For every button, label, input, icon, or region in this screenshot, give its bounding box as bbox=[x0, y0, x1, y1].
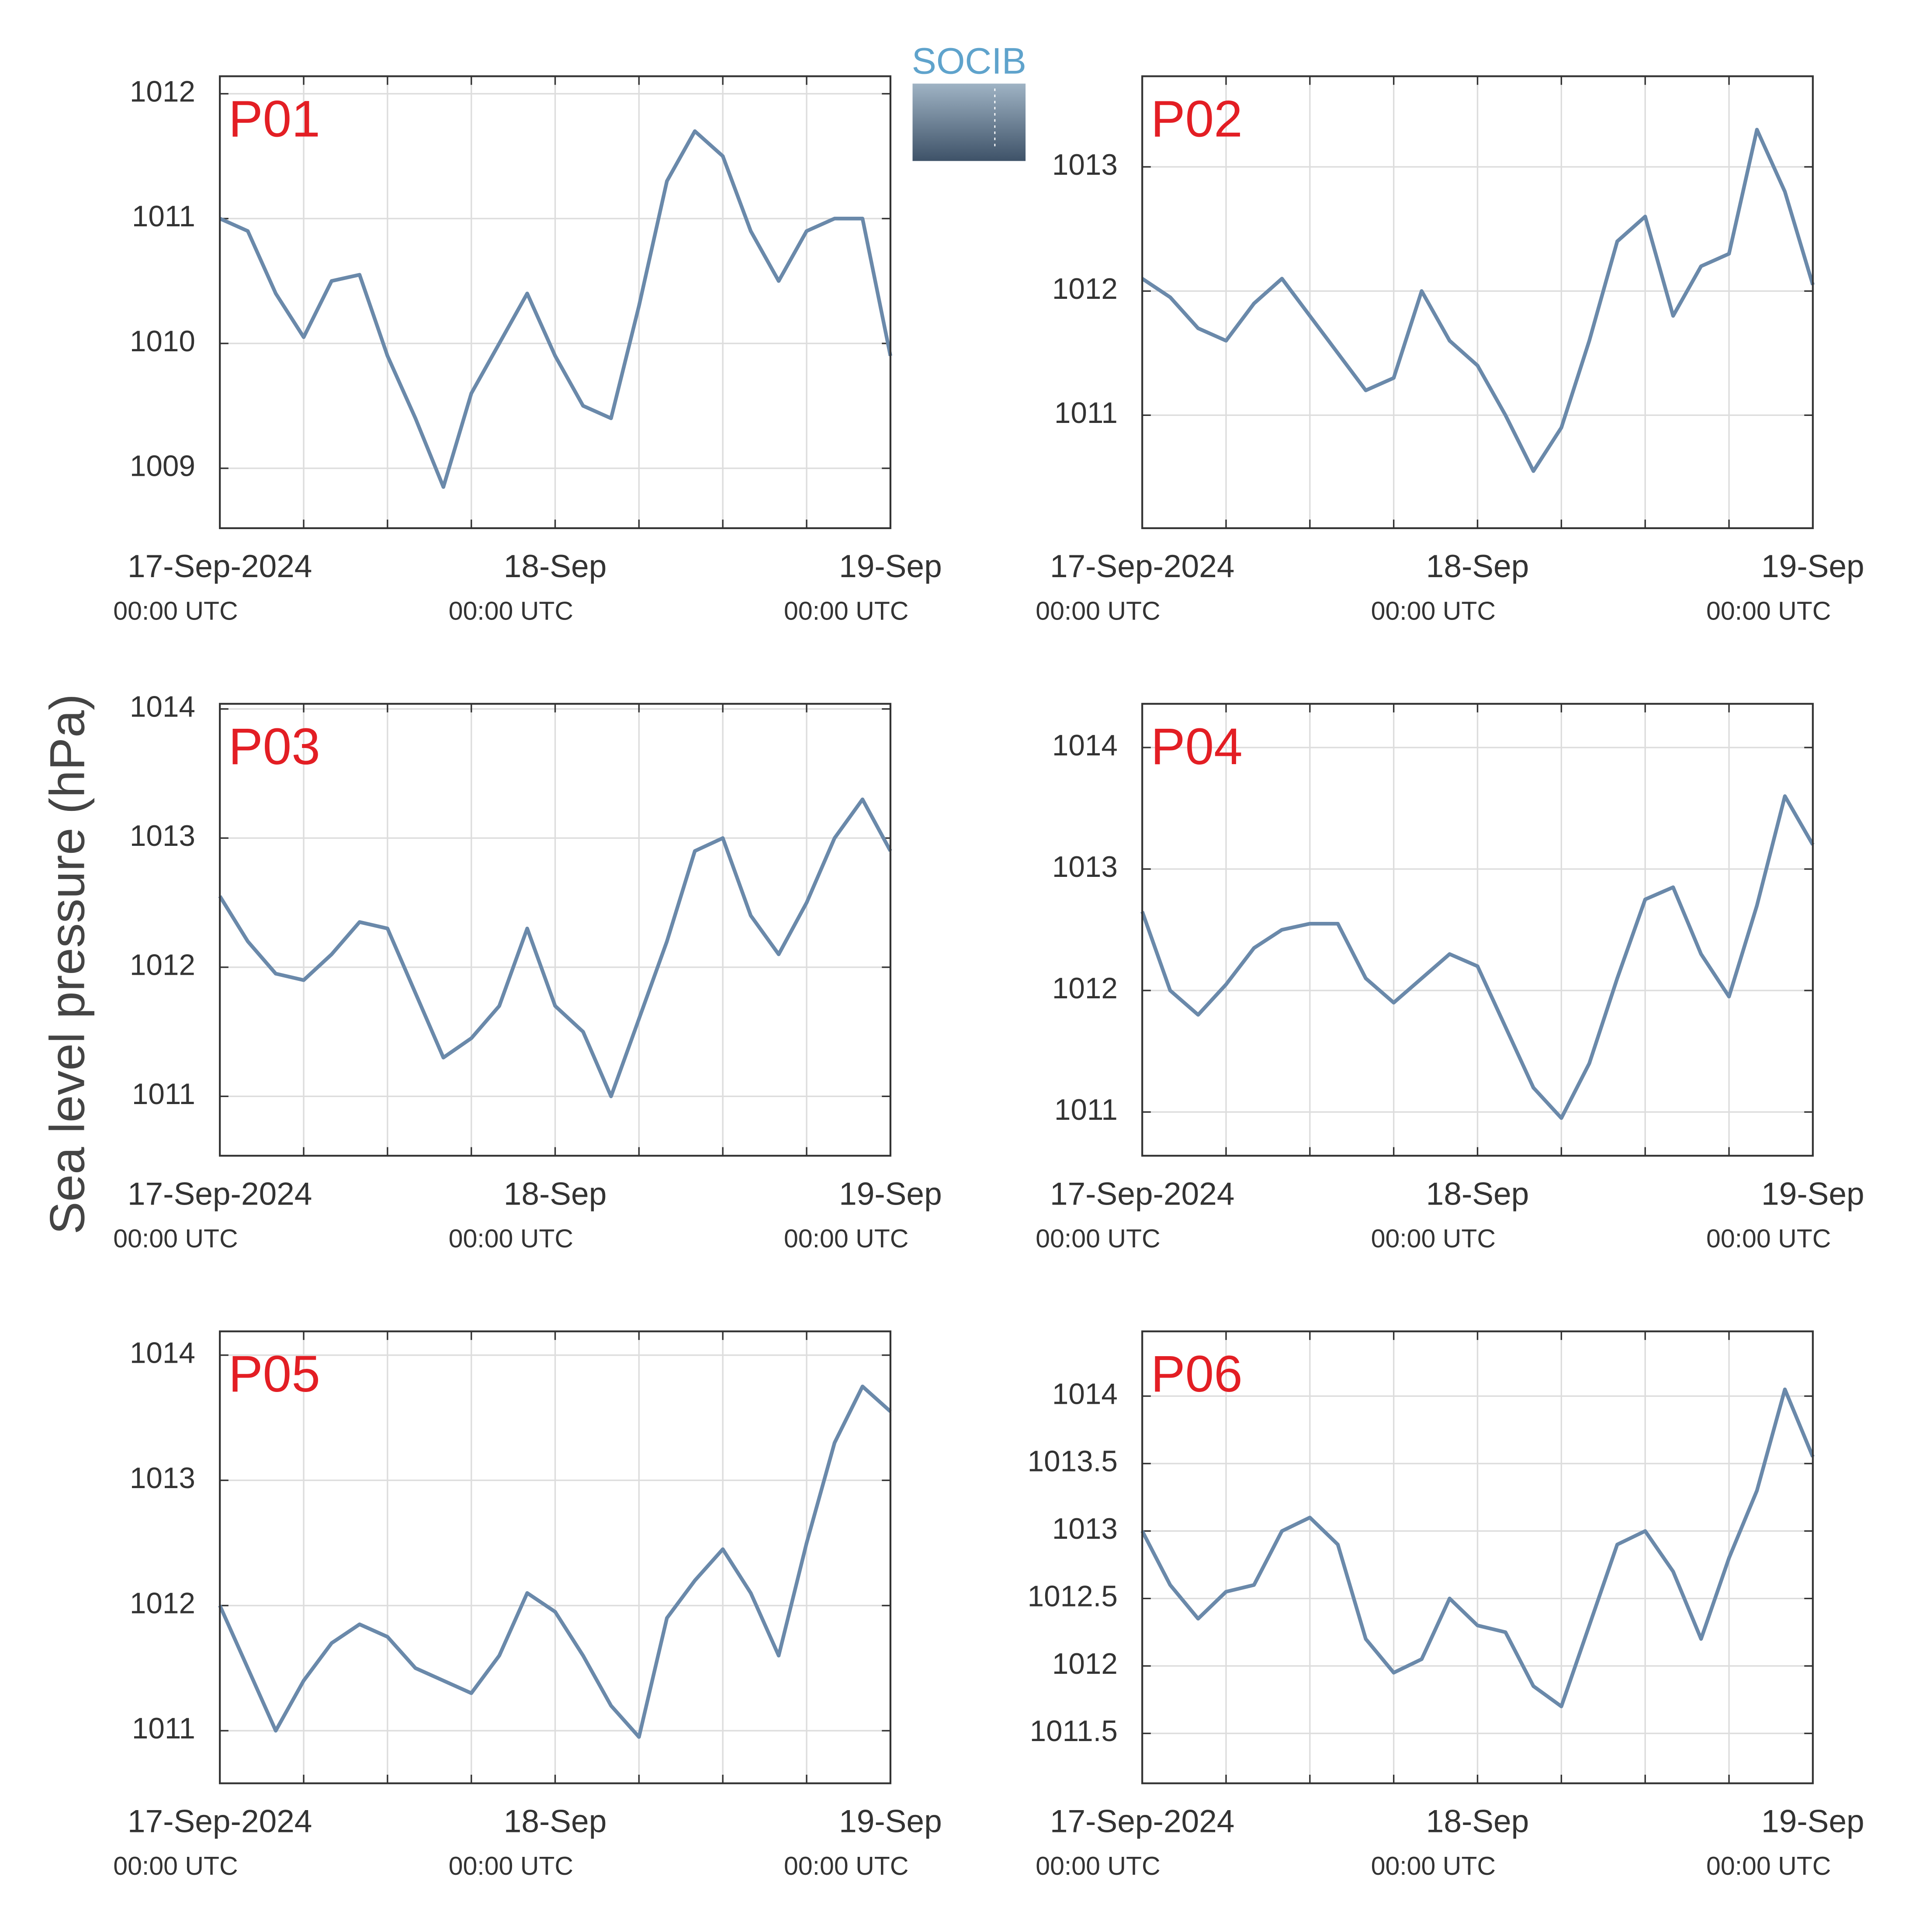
panel-label: P03 bbox=[229, 718, 320, 776]
x-tick-sublabel: 00:00 UTC bbox=[1036, 1852, 1160, 1880]
x-tick-sublabel: 00:00 UTC bbox=[784, 1852, 908, 1880]
axes-box bbox=[219, 75, 892, 530]
x-tick-sublabel: 00:00 UTC bbox=[449, 596, 573, 625]
x-tick-label: 19-Sep bbox=[1761, 549, 1864, 584]
x-tick-sublabel: 00:00 UTC bbox=[1036, 596, 1160, 625]
y-tick-label: 1013 bbox=[1052, 851, 1118, 883]
x-tick-label: 19-Sep bbox=[1761, 1176, 1864, 1212]
axes-box bbox=[1141, 1330, 1814, 1784]
logo-text: SOCIB bbox=[912, 41, 1026, 82]
y-tick-label: 1011 bbox=[132, 200, 195, 233]
x-tick-label: 18-Sep bbox=[1426, 1804, 1529, 1839]
panel-label: P01 bbox=[229, 90, 320, 148]
x-tick-sublabel: 00:00 UTC bbox=[449, 1224, 573, 1253]
logo-box bbox=[912, 83, 1026, 161]
y-tick-label: 1013 bbox=[130, 820, 195, 852]
y-axis-label: Sea level pressure (hPa) bbox=[40, 694, 95, 1234]
x-tick-sublabel: 00:00 UTC bbox=[1706, 1852, 1831, 1880]
x-tick-label: 17-Sep-2024 bbox=[128, 1176, 312, 1212]
x-tick-label: 17-Sep-2024 bbox=[128, 549, 312, 584]
y-tick-label: 1013 bbox=[1052, 149, 1118, 181]
x-tick-sublabel: 00:00 UTC bbox=[113, 1852, 238, 1880]
y-tick-label: 1011 bbox=[1054, 397, 1118, 429]
x-tick-label: 18-Sep bbox=[504, 549, 607, 584]
y-tick-label: 1014 bbox=[1052, 1378, 1118, 1410]
y-tick-label: 1012 bbox=[130, 1587, 195, 1620]
x-tick-label: 19-Sep bbox=[839, 549, 942, 584]
y-tick-label: 1014 bbox=[130, 1336, 195, 1369]
x-tick-sublabel: 00:00 UTC bbox=[1371, 1224, 1496, 1253]
y-tick-label: 1014 bbox=[130, 691, 195, 724]
panel-label: P05 bbox=[229, 1345, 320, 1403]
x-tick-label: 17-Sep-2024 bbox=[1050, 549, 1235, 584]
axes-box bbox=[219, 703, 892, 1157]
x-tick-label: 18-Sep bbox=[504, 1804, 607, 1839]
y-tick-label: 1011 bbox=[132, 1712, 195, 1745]
data-line bbox=[1140, 794, 1815, 1120]
y-tick-label: 1012 bbox=[130, 75, 195, 108]
y-tick-label: 1013 bbox=[130, 1462, 195, 1495]
y-tick-label: 1009 bbox=[130, 450, 195, 483]
data-line bbox=[218, 797, 892, 1098]
panel-label: P06 bbox=[1151, 1345, 1243, 1403]
x-tick-sublabel: 00:00 UTC bbox=[113, 1224, 238, 1253]
x-tick-sublabel: 00:00 UTC bbox=[113, 596, 238, 625]
y-tick-label: 1012 bbox=[1052, 972, 1118, 1005]
y-tick-label: 1011 bbox=[132, 1078, 195, 1111]
x-tick-label: 19-Sep bbox=[839, 1176, 942, 1212]
x-tick-sublabel: 00:00 UTC bbox=[1371, 596, 1496, 625]
x-tick-label: 17-Sep-2024 bbox=[1050, 1176, 1235, 1212]
x-tick-sublabel: 00:00 UTC bbox=[784, 1224, 908, 1253]
axes-box bbox=[1141, 75, 1814, 530]
data-line bbox=[219, 129, 893, 489]
y-tick-label: 1013 bbox=[1052, 1513, 1118, 1545]
logo: SOCIB bbox=[912, 41, 1026, 161]
y-tick-label: 1012 bbox=[1052, 1648, 1118, 1680]
y-tick-label: 1012 bbox=[1052, 273, 1118, 305]
y-tick-label: 1012.5 bbox=[1028, 1580, 1118, 1613]
x-tick-label: 17-Sep-2024 bbox=[128, 1804, 312, 1839]
x-tick-sublabel: 00:00 UTC bbox=[784, 596, 908, 625]
y-tick-label: 1014 bbox=[1052, 729, 1118, 762]
axes-box bbox=[1141, 703, 1814, 1157]
data-line bbox=[1140, 1387, 1815, 1708]
y-tick-label: 1011 bbox=[1054, 1094, 1118, 1126]
x-tick-label: 18-Sep bbox=[1426, 549, 1529, 584]
panel-label: P04 bbox=[1151, 718, 1243, 776]
data-line bbox=[1141, 128, 1815, 473]
x-tick-label: 18-Sep bbox=[1426, 1176, 1529, 1212]
x-tick-sublabel: 00:00 UTC bbox=[1706, 1224, 1831, 1253]
y-tick-label: 1012 bbox=[130, 949, 195, 982]
axes-box bbox=[219, 1330, 892, 1784]
x-tick-sublabel: 00:00 UTC bbox=[1371, 1852, 1496, 1880]
y-tick-label: 1011.5 bbox=[1030, 1715, 1118, 1748]
x-tick-label: 18-Sep bbox=[504, 1176, 607, 1212]
data-line bbox=[218, 1385, 892, 1739]
y-tick-label: 1013.5 bbox=[1028, 1445, 1118, 1478]
y-tick-label: 1010 bbox=[130, 325, 195, 358]
x-tick-sublabel: 00:00 UTC bbox=[1036, 1224, 1160, 1253]
x-tick-label: 19-Sep bbox=[839, 1804, 942, 1839]
x-tick-sublabel: 00:00 UTC bbox=[1706, 596, 1831, 625]
x-tick-label: 19-Sep bbox=[1761, 1804, 1864, 1839]
x-tick-label: 17-Sep-2024 bbox=[1050, 1804, 1235, 1839]
x-tick-sublabel: 00:00 UTC bbox=[449, 1852, 573, 1880]
panel-label: P02 bbox=[1151, 90, 1243, 148]
